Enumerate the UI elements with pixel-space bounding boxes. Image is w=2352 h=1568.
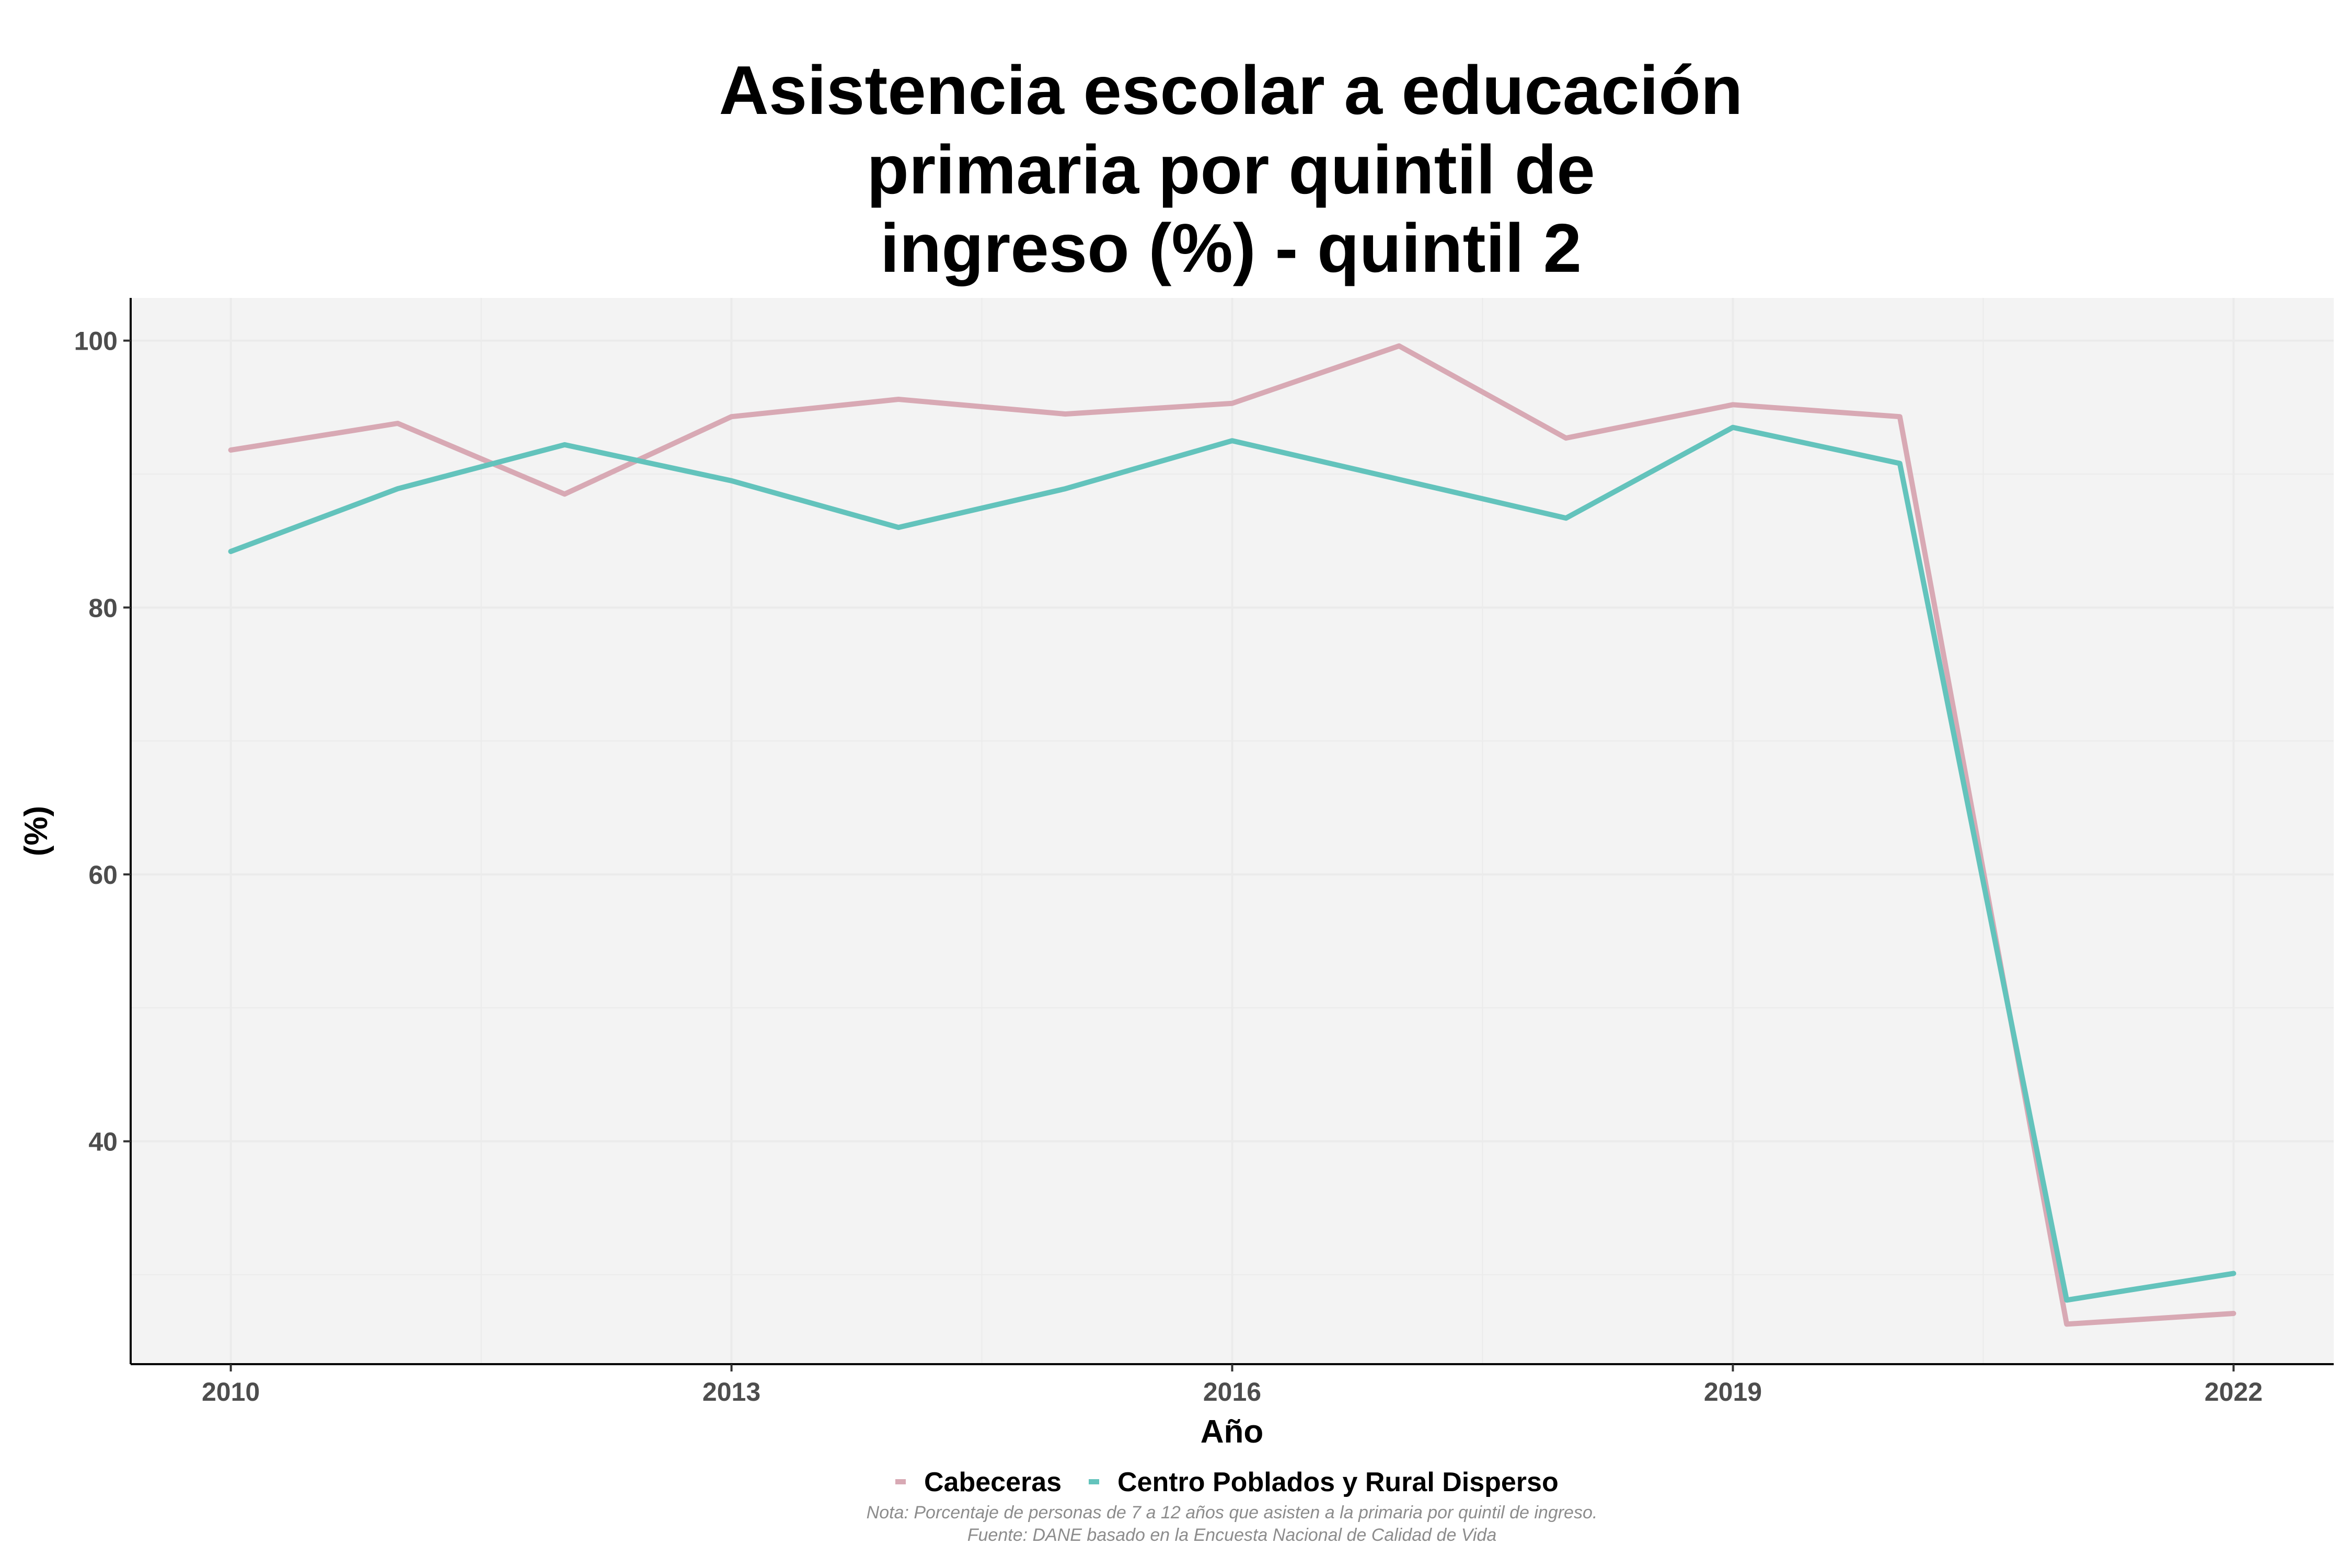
y-tick-label: 80 [88,593,118,622]
chart-title-line-2: primaria por quintil de [867,131,1595,208]
x-tick-label: 2016 [1203,1377,1261,1406]
y-axis-title: (%) [18,806,54,856]
grid-lines [131,298,2334,1364]
x-tick-label: 2013 [702,1377,760,1406]
legend: Cabeceras Centro Poblados y Rural Disper… [895,1467,1559,1497]
legend-label-cabeceras: Cabeceras [924,1467,1062,1497]
legend-label-centro-poblados: Centro Poblados y Rural Disperso [1117,1467,1559,1497]
x-tick-label: 2022 [2205,1377,2263,1406]
series-line-cabeceras [228,343,2236,1327]
y-tick-label: 60 [88,860,118,890]
caption-source: Fuente: DANE basado en la Encuesta Nacio… [967,1525,1496,1545]
series-lines [228,343,2236,1327]
caption-note: Nota: Porcentaje de personas de 7 a 12 a… [867,1503,1598,1523]
y-tick-label: 100 [74,327,118,356]
y-tick-label: 40 [88,1127,118,1157]
x-axis-title: Año [1201,1414,1264,1450]
chart-title-line-1: Asistencia escolar a educación [719,52,1743,129]
axis-ticks: 2010 2013 2016 2019 2022 40 60 80 100 [74,327,2263,1406]
x-tick-label: 2010 [202,1377,260,1406]
series-line-centro-poblados [228,424,2236,1303]
x-tick-label: 2019 [1704,1377,1762,1406]
chart-title-line-3: ingreso (%) - quintil 2 [880,210,1582,286]
